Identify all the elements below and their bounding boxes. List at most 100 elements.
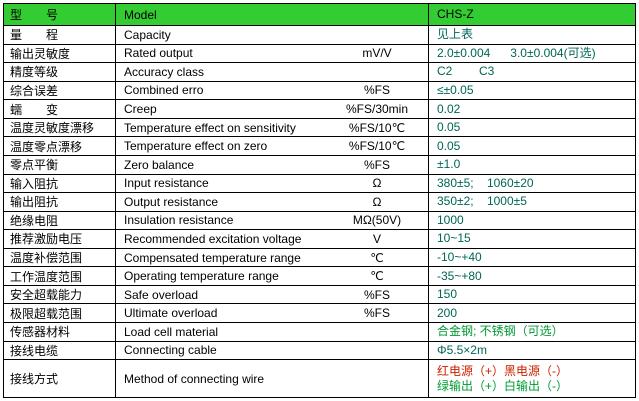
header-model-label-cn: 型 号 xyxy=(4,4,116,25)
spec-value: 380±5; 1060±20 xyxy=(437,175,534,190)
spec-label-cn: 安全超载能力 xyxy=(4,285,116,304)
spec-value: 200 xyxy=(437,305,458,320)
spec-label-cell: Capacity xyxy=(116,26,429,44)
spec-label-cell: Compensated temperature range ℃ xyxy=(116,248,429,267)
spec-label-cn: 绝缘电阻 xyxy=(4,211,116,230)
spec-label-cell: Connecting cable xyxy=(116,341,429,360)
spec-value: ±1.0 xyxy=(437,157,461,172)
spec-label-en: Method of connecting wire xyxy=(124,371,265,386)
spec-label-cell: Operating temperature range ℃ xyxy=(116,267,429,285)
spec-label-cn: 精度等级 xyxy=(4,63,116,81)
spec-row: 蠕 变 Creep %FS/30min 0.02 xyxy=(4,100,635,119)
spec-row: 推荐激励电压 Recommended excitation voltage V … xyxy=(4,230,635,249)
header-model-value: CHS-Z xyxy=(437,7,474,21)
spec-value: 0.02 xyxy=(437,101,461,116)
spec-row: 安全超载能力 Safe overload %FS 150 xyxy=(4,285,635,305)
spec-row: 输出灵敏度 Rated output mV/V 2.0±0.004 3.0±0.… xyxy=(4,44,635,64)
header-model-cell: Model xyxy=(116,4,429,25)
spec-label-en: Temperature effect on zero xyxy=(124,139,268,154)
spec-row: 输入阻抗 Input resistance Ω 380±5; 1060±20 xyxy=(4,174,635,194)
spec-label-en: Accuracy class xyxy=(124,64,205,79)
spec-unit: %FS xyxy=(363,306,390,321)
spec-unit: %FS/10℃ xyxy=(348,120,406,135)
spec-row: 精度等级 Accuracy class C2 C3 xyxy=(4,63,635,82)
spec-label-en: Temperature effect on sensitivity xyxy=(124,120,296,135)
spec-label-cell: Accuracy class xyxy=(116,63,429,81)
spec-label-cn: 输出灵敏度 xyxy=(4,44,116,63)
spec-unit: Ω xyxy=(372,194,382,209)
spec-label-cell: Output resistance Ω xyxy=(116,193,429,211)
spec-value: 1000 xyxy=(437,212,464,227)
spec-label-cn: 输出阻抗 xyxy=(4,193,116,211)
spec-value-line: 绿输出（+）白输出（-） xyxy=(437,378,569,393)
spec-label-cell: Recommended excitation voltage V xyxy=(116,230,429,248)
spec-value: 350±2; 1000±5 xyxy=(437,194,527,209)
spec-label-cell: Temperature effect on sensitivity %FS/10… xyxy=(116,118,429,137)
spec-label-cell: Temperature effect on zero %FS/10℃ xyxy=(116,137,429,155)
spec-label-en: Combined erro xyxy=(124,83,204,98)
spec-label-cell: Creep %FS/30min xyxy=(116,100,429,118)
spec-row: 温度灵敏度漂移 Temperature effect on sensitivit… xyxy=(4,118,635,138)
spec-value-line: 红电源（+）黑电源（-） xyxy=(437,363,569,378)
spec-unit: %FS/10℃ xyxy=(348,139,406,154)
spec-row: 接线电缆 Connecting cable Φ5.5×2m xyxy=(4,341,635,361)
spec-label-cell: Insulation resistance MΩ(50V) xyxy=(116,211,429,230)
spec-label-cell: Zero balance %FS xyxy=(116,155,429,174)
spec-label-cn: 量 程 xyxy=(4,26,116,44)
spec-unit: mV/V xyxy=(362,46,392,61)
spec-label-en: Rated output xyxy=(124,46,193,61)
spec-value: 红电源（+）黑电源（-） 绿输出（+）白输出（-） xyxy=(429,360,635,397)
spec-value: 150 xyxy=(437,287,458,302)
spec-label-cn: 蠕 变 xyxy=(4,100,116,118)
spec-label-en: Operating temperature range xyxy=(124,269,279,284)
spec-value: -10~+40 xyxy=(437,250,482,265)
spec-label-cn: 综合误差 xyxy=(4,81,116,100)
spec-row: 极限超载范围 Ultimate overload %FS 200 xyxy=(4,304,635,323)
spec-label-cn: 温度补偿范围 xyxy=(4,248,116,267)
spec-label-en: Creep xyxy=(124,102,157,117)
spec-row: 温度补偿范围 Compensated temperature range ℃ -… xyxy=(4,248,635,268)
spec-unit: V xyxy=(372,231,381,246)
spec-label-en: Ultimate overload xyxy=(124,306,218,321)
spec-label-en: Output resistance xyxy=(124,194,219,209)
header-model-label-en: Model xyxy=(124,7,157,22)
spec-unit: %FS xyxy=(363,157,390,172)
spec-label-cell: Ultimate overload %FS xyxy=(116,304,429,322)
spec-label-en: Connecting cable xyxy=(124,343,217,358)
spec-value: ≤±0.05 xyxy=(437,82,474,97)
spec-label-cell: Input resistance Ω xyxy=(116,174,429,193)
spec-value: 2.0±0.004 3.0±0.004(可选) xyxy=(437,45,596,60)
spec-label-en: Compensated temperature range xyxy=(124,250,301,265)
spec-value: C2 C3 xyxy=(437,64,495,79)
spec-label-en: Input resistance xyxy=(124,176,209,191)
spec-label-cn: 工作温度范围 xyxy=(4,267,116,285)
table-header-row: 型 号 Model CHS-Z xyxy=(4,4,635,26)
spec-unit: Ω xyxy=(372,176,382,191)
spec-row: 接线方式 Method of connecting wire 红电源（+）黑电源… xyxy=(4,360,635,398)
spec-label-cn: 推荐激励电压 xyxy=(4,230,116,248)
spec-label-cell: Combined erro %FS xyxy=(116,81,429,100)
spec-row: 温度零点漂移 Temperature effect on zero %FS/10… xyxy=(4,137,635,156)
spec-label-en: Load cell material xyxy=(124,324,219,339)
spec-value: 10~15 xyxy=(437,231,471,246)
spec-label-cn: 温度灵敏度漂移 xyxy=(4,118,116,137)
spec-row: 绝缘电阻 Insulation resistance MΩ(50V) 1000 xyxy=(4,211,635,231)
spec-row: 零点平衡 Zero balance %FS ±1.0 xyxy=(4,155,635,175)
spec-label-cn: 极限超载范围 xyxy=(4,304,116,322)
spec-unit: MΩ(50V) xyxy=(352,213,402,228)
spec-unit: %FS xyxy=(363,287,390,302)
spec-unit: %FS/30min xyxy=(345,102,409,117)
spec-label-cell: Rated output mV/V xyxy=(116,44,429,63)
spec-label-cn: 接线电缆 xyxy=(4,341,116,360)
spec-value: Φ5.5×2m xyxy=(437,342,487,357)
spec-unit: ℃ xyxy=(370,269,384,284)
spec-value: 合金钢; 不锈钢（可选） xyxy=(437,324,564,339)
spec-label-en: Insulation resistance xyxy=(124,213,234,228)
spec-value: 0.05 xyxy=(437,138,461,153)
spec-value: 见上表 xyxy=(437,27,474,42)
spec-label-en: Safe overload xyxy=(124,287,199,302)
spec-label-cell: Method of connecting wire xyxy=(116,360,429,398)
spec-row: 输出阻抗 Output resistance Ω 350±2; 1000±5 xyxy=(4,193,635,212)
spec-unit: %FS xyxy=(363,83,390,98)
